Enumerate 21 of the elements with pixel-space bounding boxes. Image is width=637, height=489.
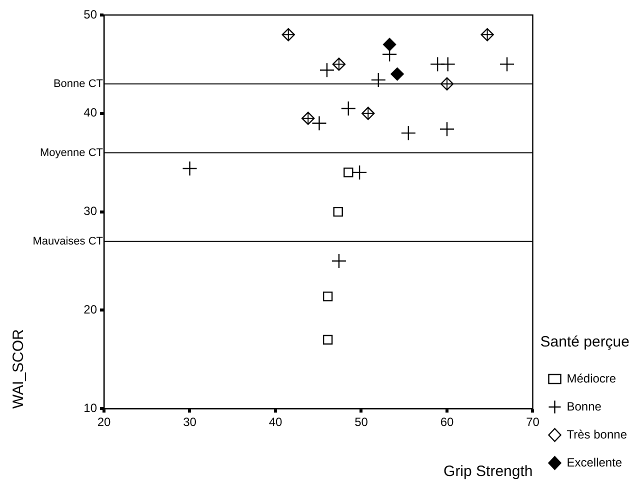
x-tick-label: 20 [97,415,111,430]
ref-line-label: Mauvaises CT [32,235,104,248]
y-tick-label: 50 [84,7,98,22]
x-tick-label: 60 [440,415,454,430]
ref-line-label: Bonne CT [53,78,104,90]
y-axis-title: WAI_SCOR [10,328,28,409]
y-tick-label: 30 [84,204,98,218]
x-tick-label: 30 [183,415,197,430]
y-tick-label: 10 [84,400,98,415]
y-tick-label: 40 [84,106,98,120]
legend-label: Très bonne [566,427,628,442]
x-tick-label: 50 [354,415,368,430]
legend-label: Excellente [566,455,622,470]
x-tick-label: 70 [526,415,540,430]
legend-title: Santé perçue [540,334,630,351]
ref-line-label: Moyenne CT [40,146,104,159]
y-tick-label: 20 [84,302,98,317]
x-tick-label: 40 [268,415,282,430]
legend-label: Bonne [566,399,602,414]
legend-label: Médiocre [566,371,616,386]
x-axis-title: Grip Strength [444,463,533,480]
